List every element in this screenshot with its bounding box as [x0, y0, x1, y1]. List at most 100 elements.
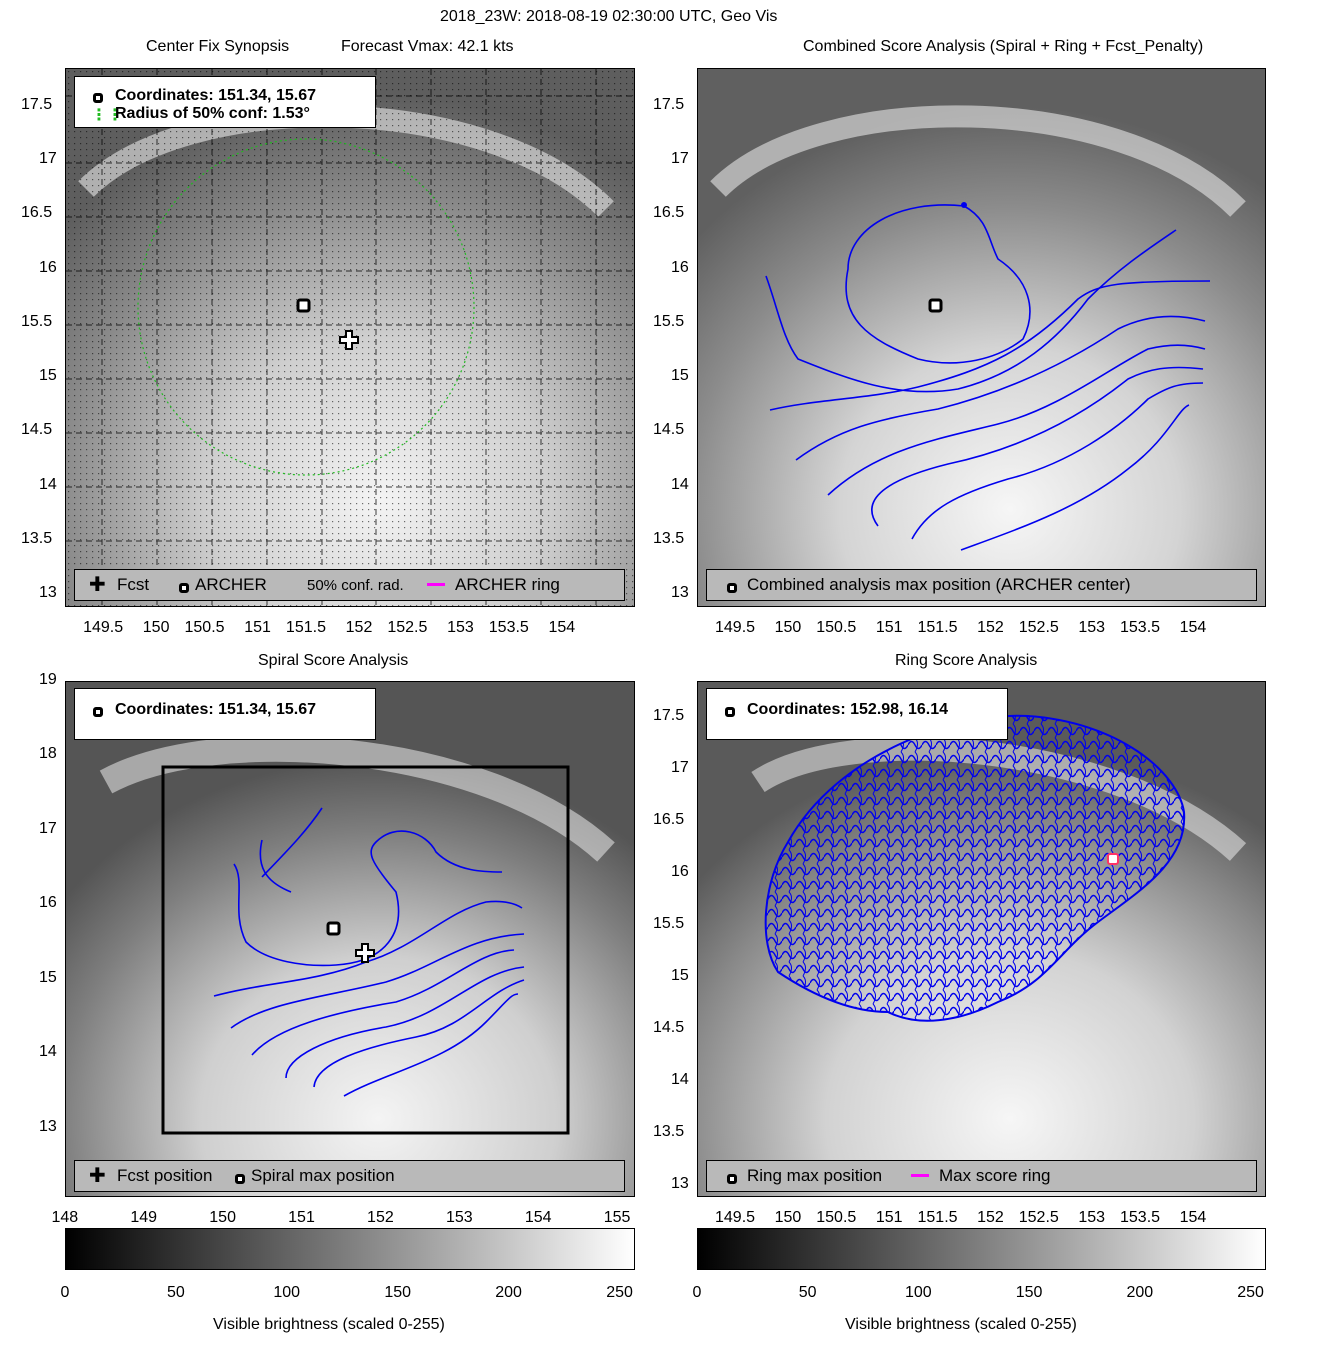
p2-y-tick: 16 — [671, 258, 689, 276]
p4-y-tick: 17 — [671, 759, 689, 777]
p1-x-tick: 154 — [548, 619, 576, 636]
panel4-image — [698, 682, 1265, 1196]
panel4-title: Ring Score Analysis — [895, 652, 1038, 669]
p1-x-tick: 153.5 — [488, 619, 529, 636]
p3-x-tick: 152 — [367, 1209, 394, 1226]
p4-x-tick: 153 — [1078, 1209, 1106, 1226]
colorbar-tick: 150 — [1015, 1284, 1043, 1301]
p1-y-tick: 15.5 — [21, 312, 53, 330]
panel2-image — [698, 69, 1265, 606]
p2-x-tick: 154 — [1179, 619, 1207, 636]
colorbar-tick: 50 — [798, 1284, 817, 1301]
panel3-spiral-label: Spiral max position — [251, 1166, 395, 1185]
panel1-title: Center Fix Synopsis — [146, 38, 290, 55]
panel2-title: Combined Score Analysis (Spiral + Ring +… — [803, 38, 1204, 55]
p4-x-tick: 153.5 — [1120, 1209, 1161, 1226]
combined-marker-icon — [727, 576, 737, 596]
colorbar-tick: 100 — [273, 1284, 301, 1301]
archer-center-marker — [296, 298, 311, 313]
confidence-radius-circle — [137, 138, 475, 476]
panel3-forecast-cross-icon: ✚ — [89, 1165, 106, 1187]
p4-y-tick: 16.5 — [653, 811, 685, 829]
colorbar-left — [65, 1228, 635, 1270]
figure-title: 2018_23W: 2018-08-19 02:30:00 UTC, Geo V… — [440, 8, 778, 25]
p1-y-tick: 17 — [39, 150, 57, 168]
colorbar-tick: 250 — [1237, 1284, 1264, 1301]
p1-x-tick: 150 — [142, 619, 170, 636]
p4-x-tick: 149.5 — [715, 1209, 756, 1226]
p1-x-tick: 152.5 — [387, 619, 428, 636]
legend-archer-label: ARCHER — [195, 575, 267, 594]
panel3-forecast-marker — [355, 943, 375, 963]
p4-y-tick: 15 — [671, 966, 689, 984]
legend-ring-label: ARCHER ring — [455, 575, 560, 594]
p2-x-tick: 153 — [1078, 619, 1106, 636]
combined-max-marker — [928, 298, 943, 313]
p3-y-tick: 15 — [39, 968, 57, 986]
archer-legend-icon — [179, 576, 189, 596]
p3-y-tick: 16 — [39, 894, 57, 912]
forecast-position-marker — [339, 330, 359, 350]
p2-y-tick: 16.5 — [653, 204, 685, 222]
p2-y-tick: 15.5 — [653, 312, 685, 330]
p1-y-tick: 15 — [39, 367, 57, 385]
colorbar-tick: 0 — [60, 1284, 70, 1301]
panel4-score-label: Max score ring — [939, 1166, 1051, 1185]
panel3-coordinates-legend: Coordinates: 151.34, 15.67 — [74, 688, 376, 740]
spiral-max-marker — [326, 921, 341, 936]
panel1-center-fix-synopsis: Coordinates: 151.34, 15.67 ⋮⋮ Radius of … — [65, 68, 635, 607]
p4-y-tick: 17.5 — [653, 707, 685, 725]
p4-x-tick: 150 — [774, 1209, 802, 1226]
colorbar-tick: 50 — [166, 1284, 185, 1301]
p2-x-tick: 151 — [875, 619, 903, 636]
colorbar-right — [697, 1228, 1266, 1270]
p2-y-tick: 17 — [671, 150, 689, 168]
p4-y-tick: 13.5 — [653, 1122, 685, 1140]
p3-y-tick: 14 — [39, 1043, 57, 1061]
p1-x-tick: 151 — [244, 619, 271, 636]
p1-x-tick: 153 — [447, 619, 474, 636]
panel1-image — [66, 69, 634, 606]
p3-y-tick: 17 — [39, 819, 57, 837]
panel4-coordinates-text: Coordinates: 152.98, 16.14 — [747, 701, 948, 718]
p4-y-tick: 16 — [671, 863, 689, 881]
p4-y-tick: 14.5 — [653, 1018, 685, 1036]
colorbar-tick: 200 — [495, 1284, 522, 1301]
p2-x-tick: 150.5 — [816, 619, 857, 636]
p4-x-tick: 151 — [875, 1209, 903, 1226]
p3-x-tick: 153 — [445, 1209, 473, 1226]
p2-y-tick: 14.5 — [653, 421, 685, 439]
legend-fcst-label: Fcst — [117, 575, 150, 594]
panel4-coordinates-legend: Coordinates: 152.98, 16.14 — [706, 688, 1008, 740]
panel2-combined-score: Combined analysis max position (ARCHER c… — [697, 68, 1266, 607]
panel2-bottom-legend: Combined analysis max position (ARCHER c… — [706, 569, 1257, 601]
p3-y-tick: 13 — [39, 1117, 57, 1135]
p2-y-tick: 13.5 — [653, 529, 685, 547]
p2-x-tick: 152 — [977, 619, 1004, 636]
panel1-bottom-legend: ✚ Fcst ARCHER 50% conf. rad. ARCHER ring — [74, 569, 625, 601]
p1-y-tick: 14 — [39, 475, 57, 493]
p1-x-tick: 151.5 — [285, 619, 326, 636]
p4-x-tick: 152.5 — [1018, 1209, 1059, 1226]
p2-y-tick: 14 — [671, 475, 689, 493]
panel1-coordinates-legend: Coordinates: 151.34, 15.67 ⋮⋮ Radius of … — [74, 76, 376, 128]
panel4-ring-score: Coordinates: 152.98, 16.14 Ring max posi… — [697, 681, 1266, 1197]
p2-y-tick: 13 — [671, 584, 689, 602]
p3-x-tick: 154 — [524, 1209, 552, 1226]
panel3-image — [66, 682, 634, 1196]
p4-y-tick: 15.5 — [653, 915, 685, 933]
p3-x-tick: 151 — [288, 1209, 315, 1226]
p4-y-tick: 13 — [671, 1174, 689, 1192]
colorbar-tick: 250 — [606, 1284, 633, 1301]
panel4-ring-icon — [727, 1167, 737, 1187]
p2-x-tick: 150 — [774, 619, 802, 636]
ring-marker-icon — [725, 707, 735, 717]
ring-score-contour-region — [764, 714, 1186, 1022]
panel3-coordinates-text: Coordinates: 151.34, 15.67 — [115, 701, 316, 718]
panel3-spiral-icon — [235, 1167, 245, 1187]
legend-conf-label: 50% conf. rad. — [307, 577, 404, 594]
p1-y-tick: 16.5 — [21, 204, 53, 222]
colorbar-right-label: Visible brightness (scaled 0-255) — [845, 1316, 1077, 1333]
p1-x-tick: 152 — [345, 619, 373, 636]
p2-y-tick: 15 — [671, 367, 689, 385]
